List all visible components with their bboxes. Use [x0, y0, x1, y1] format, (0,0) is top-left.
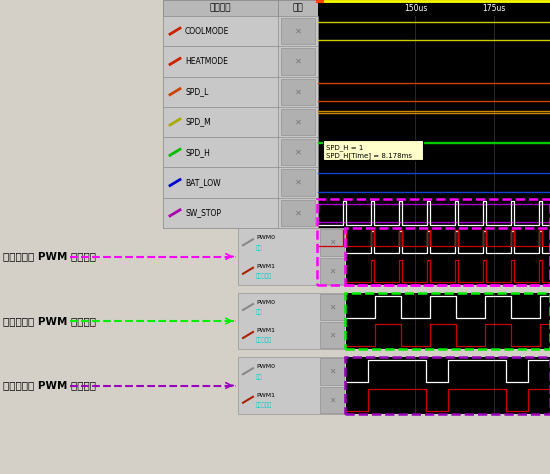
Bar [163, 137, 278, 167]
Text: ✕: ✕ [294, 87, 301, 96]
Text: ✕: ✕ [329, 395, 335, 404]
Text: HEATMODE: HEATMODE [185, 57, 228, 66]
Text: PWM0: PWM0 [256, 301, 275, 305]
Bar [163, 167, 278, 198]
Bar [317, 199, 550, 285]
Text: SPD_M: SPD_M [185, 118, 211, 127]
Bar [281, 109, 315, 135]
Bar [281, 169, 315, 196]
Bar [346, 357, 550, 414]
Bar [320, 358, 344, 384]
Bar [320, 386, 344, 413]
Bar [278, 46, 318, 77]
Bar [318, 0, 550, 16]
Text: 出風口風扇: 出風口風扇 [256, 338, 272, 343]
Text: ✕: ✕ [329, 330, 335, 339]
Bar [163, 16, 278, 46]
Text: ✕: ✕ [294, 118, 301, 127]
Text: 150us: 150us [404, 3, 427, 12]
Bar [278, 137, 318, 167]
Text: ✕: ✕ [294, 27, 301, 36]
Text: ✕: ✕ [329, 302, 335, 311]
Bar [163, 0, 278, 16]
Bar [163, 198, 278, 228]
Text: ✕: ✕ [294, 57, 301, 66]
Text: PWM1: PWM1 [256, 393, 275, 398]
Bar [281, 18, 315, 44]
Text: SPD_H = 1: SPD_H = 1 [326, 144, 364, 151]
Text: COOLMODE: COOLMODE [185, 27, 229, 36]
Text: 出風口風扇: 出風口風扇 [256, 402, 272, 408]
Text: SPD_H[Time] = 8.178ms: SPD_H[Time] = 8.178ms [326, 152, 412, 159]
Text: ✕: ✕ [329, 266, 335, 275]
Text: SPD_H: SPD_H [185, 148, 210, 157]
Bar [163, 77, 278, 107]
Text: ✕: ✕ [294, 209, 301, 218]
Text: SPD_L: SPD_L [185, 87, 208, 96]
Bar [318, 16, 550, 228]
Bar [345, 357, 550, 414]
Bar [278, 16, 318, 46]
Bar [278, 77, 318, 107]
Bar [278, 167, 318, 198]
Text: SW_STOP: SW_STOP [185, 209, 221, 218]
Bar [323, 140, 423, 160]
Text: BAT_LOW: BAT_LOW [185, 178, 221, 187]
Bar [320, 257, 344, 284]
Text: 出風口風扇: 出風口風扇 [256, 273, 272, 279]
Bar [320, 229, 344, 255]
Bar [163, 46, 278, 77]
Bar [238, 293, 346, 349]
Text: 泵浦: 泵浦 [256, 374, 262, 380]
Text: PWM0: PWM0 [256, 236, 275, 240]
Bar [281, 200, 315, 226]
Text: 通道名稱: 通道名稱 [210, 3, 231, 12]
Bar [278, 198, 318, 228]
Text: PWM1: PWM1 [256, 264, 275, 269]
Bar [281, 79, 315, 105]
Text: 175us: 175us [483, 3, 506, 12]
Text: PWM1: PWM1 [256, 328, 275, 333]
Text: 泵浦: 泵浦 [256, 245, 262, 251]
Text: 低速降溫之 PWM 驅動訊號: 低速降溫之 PWM 驅動訊號 [3, 381, 96, 391]
Text: ✕: ✕ [294, 178, 301, 187]
Bar [278, 0, 318, 16]
Bar [238, 357, 346, 414]
Bar [281, 139, 315, 165]
Bar [345, 293, 550, 349]
Bar [163, 107, 278, 137]
Text: 泵浦: 泵浦 [256, 310, 262, 315]
Bar [163, 0, 550, 228]
Bar [346, 228, 550, 285]
Bar [281, 48, 315, 74]
Text: ✕: ✕ [329, 238, 335, 247]
Text: 檔設: 檔設 [293, 3, 304, 12]
Text: PWM0: PWM0 [256, 365, 275, 369]
Text: 高速降溫之 PWM 驅動訊號: 高速降溫之 PWM 驅動訊號 [3, 252, 96, 262]
Bar [278, 107, 318, 137]
Bar [238, 228, 346, 285]
Text: ✕: ✕ [329, 367, 335, 376]
Bar [320, 294, 344, 320]
Bar [346, 293, 550, 349]
Text: 中速降溫之 PWM 驅動訊號: 中速降溫之 PWM 驅動訊號 [3, 316, 96, 326]
Bar [320, 322, 344, 348]
Text: ✕: ✕ [294, 148, 301, 157]
Bar [345, 228, 550, 285]
